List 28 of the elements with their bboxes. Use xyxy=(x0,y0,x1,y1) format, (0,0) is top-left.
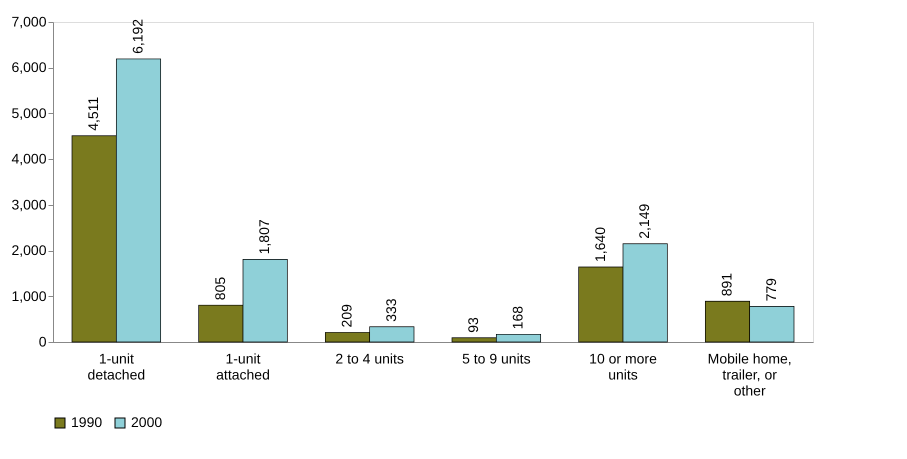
data-label: 6,192 xyxy=(130,18,146,54)
x-tick-label: 1-unit detached xyxy=(88,350,146,382)
y-tick-label: 0 xyxy=(38,334,47,350)
data-label: 333 xyxy=(382,298,399,322)
data-label: 1,640 xyxy=(592,226,608,262)
x-tick-label: Mobile home, trailer, or other xyxy=(708,350,792,398)
data-label: 168 xyxy=(510,306,526,330)
x-tick-label: 5 to 9 units xyxy=(462,350,531,366)
x-tick-label: 1-unit attached xyxy=(216,350,270,382)
y-tick-label: 2,000 xyxy=(11,242,47,258)
y-tick-label: 3,000 xyxy=(11,196,47,212)
data-label: 891 xyxy=(718,272,734,296)
y-tick-label: 7,000 xyxy=(11,14,47,30)
data-label: 1,807 xyxy=(256,219,272,254)
data-label: 805 xyxy=(212,276,228,300)
x-tick-label: 2 to 4 units xyxy=(335,350,404,366)
data-label: 2,149 xyxy=(636,204,652,239)
data-label: 209 xyxy=(338,304,354,328)
y-tick-label: 6,000 xyxy=(11,59,47,76)
data-label: 4,511 xyxy=(85,96,102,131)
legend-label: 1990 xyxy=(71,414,102,430)
y-tick-label: 5,000 xyxy=(11,104,47,121)
data-label: 93 xyxy=(465,316,482,333)
data-label: 779 xyxy=(762,278,779,302)
legend-label: 2000 xyxy=(131,414,162,430)
y-tick-label: 1,000 xyxy=(11,288,47,304)
x-tick-label: 10 or more units xyxy=(589,350,658,382)
y-tick-label: 4,000 xyxy=(11,150,47,167)
